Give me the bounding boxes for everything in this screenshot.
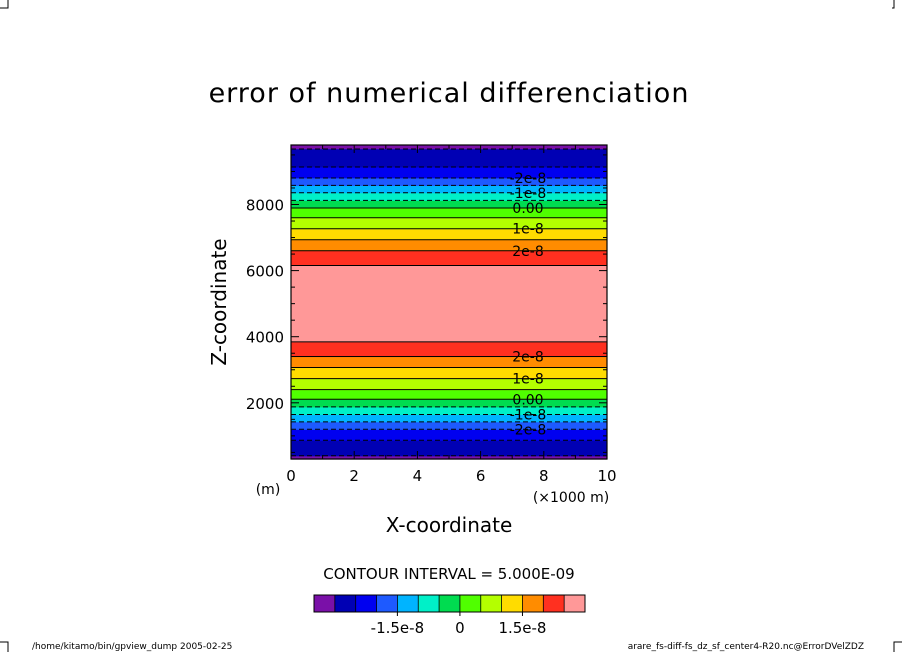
colorbar-cell bbox=[397, 595, 419, 612]
y-tick-label: 8000 bbox=[246, 196, 284, 214]
colorbar-cell bbox=[334, 595, 356, 612]
contour-band bbox=[291, 429, 607, 441]
contour-label: 0.00 bbox=[512, 201, 543, 217]
contour-band bbox=[291, 378, 607, 391]
colorbar-cell bbox=[355, 595, 377, 612]
contour-band bbox=[291, 389, 607, 400]
x-unit-left: (m) bbox=[256, 482, 281, 498]
contour-band bbox=[291, 185, 607, 194]
contour-band bbox=[291, 421, 607, 430]
colorbar-cell bbox=[522, 595, 544, 612]
contour-band bbox=[291, 440, 607, 457]
contour-labels: -2e-8-2e-8-1e-8-1e-80.000.001e-81e-82e-8… bbox=[510, 171, 547, 438]
footer-left: /home/kitamo/bin/gpview_dump 2005-02-25 bbox=[32, 642, 232, 652]
contour-band bbox=[291, 250, 607, 266]
axis-ticks: 0 2 4 6 8 10 2000 4000 6000 8000 bbox=[246, 145, 617, 485]
colorbar-frame bbox=[313, 594, 586, 613]
contour-label: -1e-8 bbox=[510, 408, 547, 424]
contour-interval: CONTOUR INTERVAL = 5.000E-09 bbox=[323, 565, 574, 583]
contour-lines bbox=[291, 148, 607, 457]
contour-band bbox=[291, 265, 607, 343]
contour-label: 1e-8 bbox=[512, 222, 543, 238]
y-axis-label: Z-coordinate bbox=[207, 238, 231, 365]
contour-label: 0.00 bbox=[512, 392, 543, 408]
footer-right: arare_fs-diff-fs_dz_sf_center4-R20.nc@Er… bbox=[628, 642, 864, 652]
colorbar-cell bbox=[501, 595, 523, 612]
y-tick-label: 2000 bbox=[246, 395, 284, 413]
contour-band bbox=[291, 228, 607, 241]
colorbar-cell bbox=[480, 595, 502, 612]
plot-bands bbox=[291, 145, 607, 460]
contour-band bbox=[291, 177, 607, 186]
contour-label: 2e-8 bbox=[512, 350, 543, 366]
colorbar-cell bbox=[439, 595, 461, 612]
colorbar-cell bbox=[418, 595, 440, 612]
contour-band bbox=[291, 148, 607, 168]
x-tick-label: 6 bbox=[476, 467, 486, 485]
x-tick-label: 10 bbox=[597, 467, 616, 485]
y-tick-label: 4000 bbox=[246, 329, 284, 347]
x-unit-right: (×1000 m) bbox=[533, 490, 609, 506]
contour-band bbox=[291, 166, 607, 179]
colorbar-cell bbox=[459, 595, 482, 612]
colorbar-cell bbox=[564, 595, 586, 612]
contour-label: -2e-8 bbox=[510, 171, 547, 187]
contour-band bbox=[291, 406, 607, 415]
x-tick-label: 8 bbox=[539, 467, 549, 485]
contour-band bbox=[291, 399, 607, 408]
contour-band bbox=[291, 356, 607, 369]
x-tick-label: 4 bbox=[413, 467, 423, 485]
contour-band bbox=[291, 414, 607, 423]
x-axis-label: X-coordinate bbox=[386, 513, 513, 537]
colorbar-tick-label: 1.5e-8 bbox=[498, 619, 546, 637]
colorbar-cell bbox=[376, 595, 398, 612]
contour-band bbox=[291, 200, 607, 209]
colorbar-tick-label: -1.5e-8 bbox=[371, 619, 424, 637]
chart-title: error of numerical differenciation bbox=[209, 78, 690, 109]
y-tick-label: 6000 bbox=[246, 263, 284, 281]
contour-label: -1e-8 bbox=[510, 186, 547, 202]
contour-label: -2e-8 bbox=[510, 422, 547, 438]
contour-band bbox=[291, 207, 607, 218]
x-tick-label: 2 bbox=[349, 467, 359, 485]
contour-band bbox=[291, 367, 607, 379]
contour-label: 2e-8 bbox=[512, 244, 543, 260]
colorbar-cell bbox=[543, 595, 565, 612]
contour-band bbox=[291, 217, 607, 230]
contour-band bbox=[291, 239, 607, 252]
colorbar-tick-label: 0 bbox=[455, 619, 465, 637]
colorbar: -1.5e-8 0 1.5e-8 bbox=[313, 594, 586, 637]
contour-band bbox=[291, 192, 607, 201]
colorbar-cell bbox=[314, 595, 336, 612]
contour-band bbox=[291, 341, 607, 358]
contour-label: 1e-8 bbox=[512, 372, 543, 388]
x-tick-label: 0 bbox=[286, 467, 296, 485]
